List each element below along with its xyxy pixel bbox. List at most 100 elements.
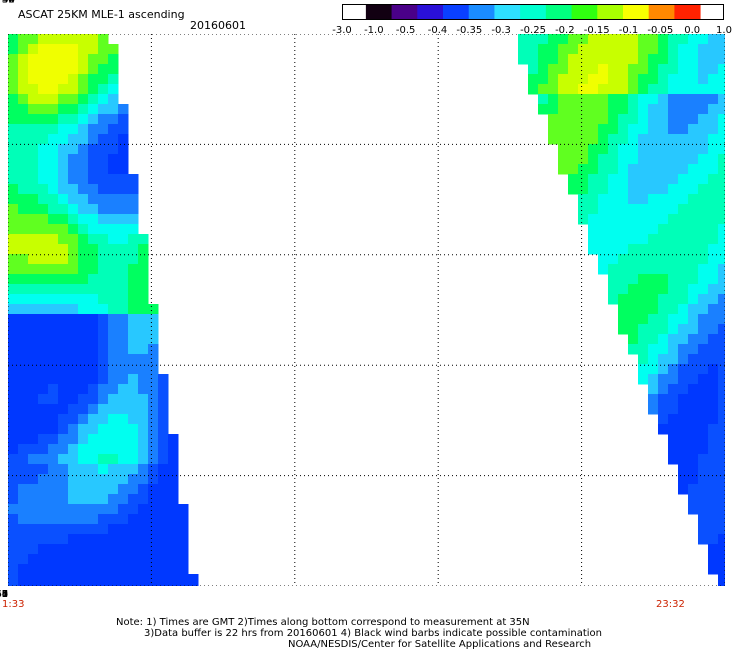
swath-cell — [8, 424, 19, 435]
swath-cell — [158, 464, 169, 475]
swath-cell — [58, 504, 69, 515]
swath-cell — [98, 494, 109, 505]
swath-cell — [538, 104, 549, 115]
swath-cell — [88, 514, 99, 525]
swath-cell — [708, 424, 719, 435]
swath-cell — [668, 234, 679, 245]
swath-cell — [78, 504, 89, 515]
swath-cell — [168, 564, 179, 575]
swath-cell — [648, 234, 659, 245]
swath-cell — [668, 54, 679, 65]
swath-cell — [698, 344, 709, 355]
swath-cell — [78, 104, 89, 115]
swath-cell — [148, 444, 159, 455]
swath-cell — [698, 364, 709, 375]
swath-cell — [108, 334, 119, 345]
swath-cell — [8, 234, 19, 245]
swath-cell — [138, 564, 149, 575]
swath-cell — [648, 244, 659, 255]
swath-cell — [718, 364, 725, 375]
swath-cell — [718, 354, 725, 365]
swath-cell — [708, 154, 719, 165]
swath-cell — [708, 144, 719, 155]
swath-cell — [608, 214, 619, 225]
swath-cell — [18, 184, 29, 195]
swath-cell — [168, 454, 179, 465]
swath-cell — [38, 554, 49, 565]
swath-cell — [28, 294, 39, 305]
swath-cell — [688, 344, 699, 355]
swath-cell — [578, 34, 589, 45]
swath-cell — [658, 244, 669, 255]
swath-cell — [38, 104, 49, 115]
swath-cell — [8, 164, 19, 175]
swath-cell — [8, 394, 19, 405]
swath-cell — [58, 464, 69, 475]
swath-cell — [628, 314, 639, 325]
swath-cell — [718, 174, 725, 185]
swath-cell — [38, 64, 49, 75]
swath-cell — [78, 514, 89, 525]
swath-cell — [648, 384, 659, 395]
swath-cell — [658, 234, 669, 245]
swath-cell — [118, 334, 129, 345]
colorbar-tick-label: -0.15 — [583, 25, 610, 36]
swath-cell — [28, 244, 39, 255]
swath-cell — [78, 554, 89, 565]
swath-cell — [78, 34, 89, 45]
swath-cell — [18, 64, 29, 75]
swath-cell — [108, 54, 119, 65]
swath-cell — [718, 124, 725, 135]
swath-cell — [68, 484, 79, 495]
swath-cell — [58, 244, 69, 255]
swath-cell — [158, 514, 169, 525]
swath-cell — [118, 464, 129, 475]
swath-cell — [128, 404, 139, 415]
swath-cell — [548, 84, 559, 95]
swath-cell — [698, 174, 709, 185]
swath-cell — [8, 264, 19, 275]
swath-cell — [628, 204, 639, 215]
swath-cell — [88, 374, 99, 385]
swath-cell — [688, 334, 699, 345]
swath-cell — [578, 204, 589, 215]
swath-cell — [98, 464, 109, 475]
swath-cell — [678, 404, 689, 415]
swath-cell — [38, 354, 49, 365]
swath-cell — [628, 184, 639, 195]
swath-cell — [8, 544, 19, 555]
swath-cell — [48, 454, 59, 465]
swath-cell — [38, 174, 49, 185]
swath-cell — [138, 394, 149, 405]
swath-cell — [568, 114, 579, 125]
swath-cell — [668, 294, 679, 305]
swath-cell — [118, 364, 129, 375]
swath-cell — [598, 144, 609, 155]
swath-cell — [668, 104, 679, 115]
swath-cell — [58, 94, 69, 105]
colorbar-segment — [597, 5, 624, 19]
swath-cell — [68, 184, 79, 195]
swath-cell — [78, 544, 89, 555]
swath-cell — [108, 74, 119, 85]
swath-cell — [98, 504, 109, 515]
swath-cell — [48, 254, 59, 265]
swath-cell — [668, 204, 679, 215]
swath-cell — [608, 224, 619, 235]
swath-cell — [608, 74, 619, 85]
swath-cell — [138, 584, 149, 586]
swath-cell — [68, 254, 79, 265]
swath-cell — [58, 384, 69, 395]
swath-cell — [48, 34, 59, 45]
longitude-label: -48 — [0, 589, 9, 600]
swath-cell — [8, 154, 19, 165]
swath-cell — [118, 154, 129, 165]
swath-cell — [108, 564, 119, 575]
swath-cell — [688, 384, 699, 395]
swath-cell — [608, 144, 619, 155]
swath-cell — [28, 304, 39, 315]
swath-cell — [68, 44, 79, 55]
swath-cell — [18, 34, 29, 45]
swath-cell — [588, 174, 599, 185]
swath-cell — [578, 164, 589, 175]
